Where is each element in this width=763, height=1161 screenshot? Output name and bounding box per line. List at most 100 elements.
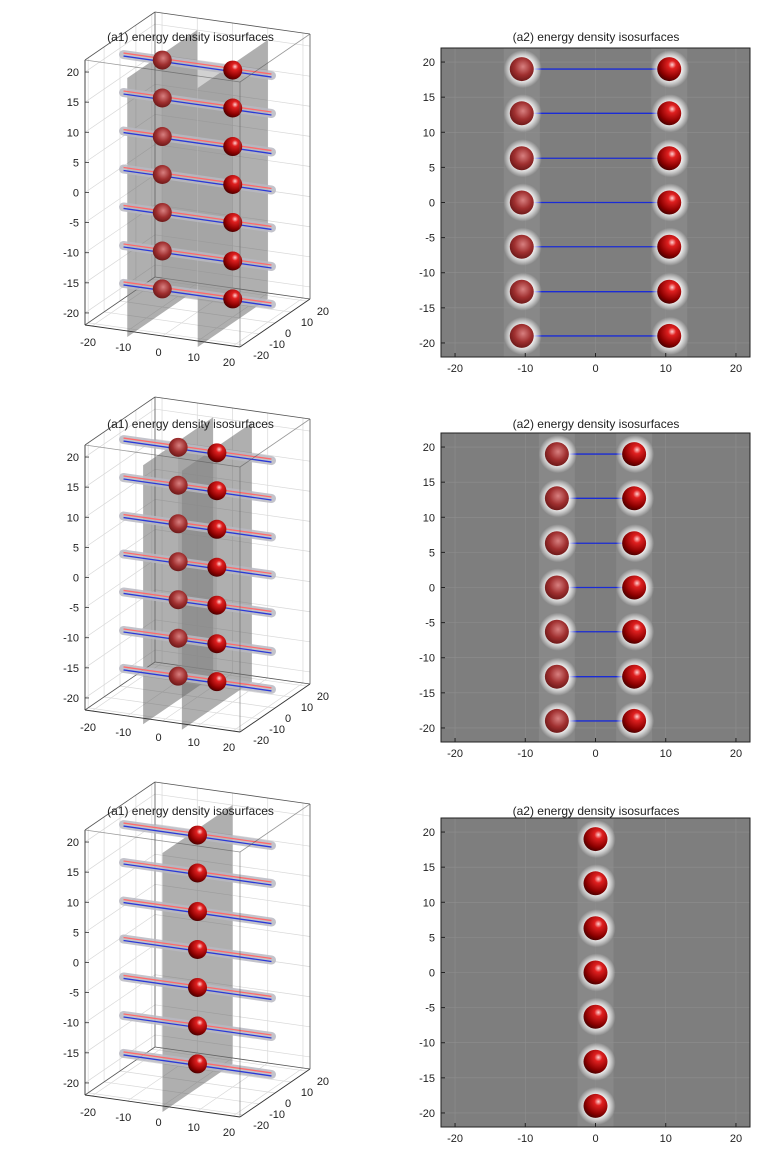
x-tick-label: 10 xyxy=(660,363,672,375)
grid-line xyxy=(84,438,156,488)
box-edge xyxy=(84,709,241,733)
chart-title: (a2) energy density isosurfaces xyxy=(512,417,680,431)
sphere-point xyxy=(207,481,227,501)
string-line-red xyxy=(123,589,272,613)
sphere-point xyxy=(544,708,569,733)
grid-line xyxy=(154,23,311,47)
grid-line xyxy=(84,793,156,843)
sphere-point xyxy=(509,190,534,215)
x-tick-label: 10 xyxy=(660,748,672,760)
box-edge xyxy=(239,1068,311,1118)
panel-3d-row3: (a1) energy density isosurfaces -20 -15 -1… xyxy=(0,770,381,1156)
sphere-point xyxy=(168,552,188,572)
sphere-point xyxy=(168,666,188,686)
string-tube xyxy=(119,164,276,195)
sphere-point xyxy=(622,531,647,556)
string-tube xyxy=(119,126,276,157)
chart-title: (a2) energy density isosurfaces xyxy=(512,804,680,818)
panel-2d-row1: (a2) energy density isosurfaces -20 -10 0 1… xyxy=(381,0,763,385)
sphere-point xyxy=(152,279,172,299)
sphere-point xyxy=(223,98,243,118)
box-edge xyxy=(84,324,241,348)
x-tick-label: 0 xyxy=(155,732,161,744)
sphere-point xyxy=(223,60,243,80)
sphere-point xyxy=(168,475,188,495)
sphere-point xyxy=(544,575,569,600)
x-tick-label: 20 xyxy=(730,363,742,375)
box-edge xyxy=(84,829,241,853)
string-line-red xyxy=(123,666,272,689)
y-tick-label: 0 xyxy=(429,198,435,210)
y-tick-label: 5 xyxy=(429,547,435,559)
sphere-point xyxy=(152,88,172,108)
y-tick-label: -20 xyxy=(253,1120,269,1132)
x-tick-label: -20 xyxy=(447,1133,463,1145)
string-line-blue xyxy=(123,478,272,501)
z-tick-label: -20 xyxy=(63,308,79,320)
string-line-blue xyxy=(123,592,272,616)
sphere-point xyxy=(188,977,207,997)
y-tick-label: 10 xyxy=(423,127,435,139)
string-tube xyxy=(119,625,276,656)
z-tick-label: 0 xyxy=(73,958,79,970)
x-tick-label: -10 xyxy=(115,727,131,739)
z-tick-label: 20 xyxy=(67,452,79,464)
sphere-point xyxy=(544,442,569,467)
sphere-point xyxy=(583,871,608,896)
grid-line xyxy=(84,53,156,103)
sphere-point xyxy=(207,443,227,463)
chart-2d-plot: -20 -10 0 10 20 -20 -15 -10 -5 0 5 10 15 20 xyxy=(419,47,751,375)
z-tick-label: -15 xyxy=(63,1048,79,1060)
chart-2d-plot: -20 -10 0 10 20 -20 -15 -10 -5 0 5 10 15 20 xyxy=(419,817,751,1145)
sphere-point xyxy=(188,902,207,922)
y-tick-label: -20 xyxy=(253,735,269,747)
y-tick-label: -20 xyxy=(419,338,435,350)
chart-2d-plot: -20 -10 0 10 20 -20 -15 -10 -5 0 5 10 15 20 xyxy=(419,432,751,760)
string-line-blue xyxy=(123,169,272,193)
y-tick-label: 10 xyxy=(301,1087,313,1099)
string-tube xyxy=(119,50,276,81)
string-line-blue xyxy=(123,93,272,116)
string-line-red xyxy=(123,90,272,113)
sphere-point xyxy=(544,664,569,689)
box-edge xyxy=(84,11,156,61)
sphere-point xyxy=(168,590,188,610)
x-tick-label: -10 xyxy=(517,748,533,760)
y-tick-label: 0 xyxy=(285,713,291,725)
sphere-point xyxy=(207,672,227,692)
box-edge xyxy=(84,1094,241,1118)
y-tick-label: 20 xyxy=(317,1076,329,1088)
x-tick-label: 10 xyxy=(188,737,200,749)
x-tick-label: -10 xyxy=(517,1133,533,1145)
string-tube xyxy=(119,88,276,119)
sphere-point xyxy=(509,146,534,171)
sphere-point xyxy=(223,137,243,157)
string-line-red xyxy=(123,437,272,460)
string-line-blue xyxy=(123,131,272,155)
box-edge xyxy=(239,298,311,348)
y-tick-label: -5 xyxy=(425,1003,435,1015)
string-tube xyxy=(119,587,276,618)
sphere-point xyxy=(622,575,647,600)
box-edge xyxy=(154,781,311,805)
y-tick-label: -10 xyxy=(419,1038,435,1050)
y-tick-label: 0 xyxy=(429,968,435,980)
sphere-point xyxy=(223,212,243,232)
y-tick-label: 10 xyxy=(301,317,313,329)
string-tube xyxy=(119,240,276,271)
z-tick-label: 5 xyxy=(73,927,79,939)
z-tick-label: -5 xyxy=(69,603,79,615)
z-tick-label: -10 xyxy=(63,633,79,645)
sphere-point xyxy=(509,323,534,348)
y-tick-label: -15 xyxy=(419,688,435,700)
y-tick-label: 10 xyxy=(423,897,435,909)
sphere-point xyxy=(583,1093,608,1118)
grid-line xyxy=(84,823,156,873)
box-edge xyxy=(154,396,311,420)
string-line-blue xyxy=(123,246,272,269)
x-tick-label: 20 xyxy=(223,1127,235,1139)
box-edge xyxy=(84,59,241,83)
string-line-red xyxy=(123,204,272,228)
sphere-point xyxy=(544,486,569,511)
z-tick-label: 15 xyxy=(67,867,79,879)
